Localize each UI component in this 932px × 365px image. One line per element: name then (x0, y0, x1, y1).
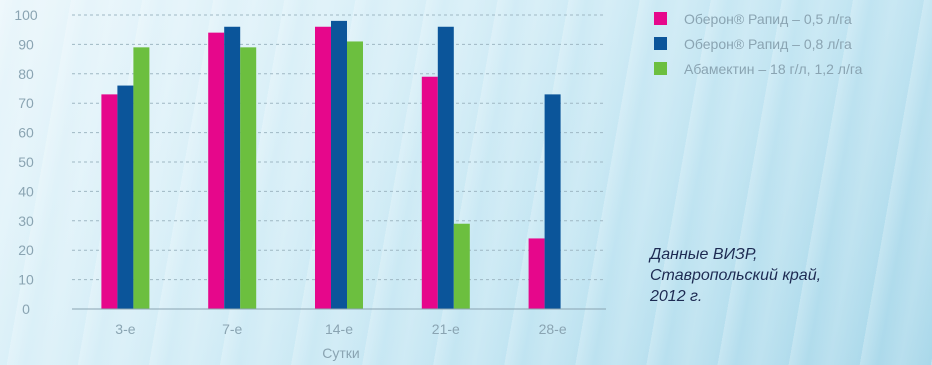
bar (421, 76, 438, 310)
y-tick-label: 50 (18, 154, 34, 170)
x-tick-label: 3-е (115, 321, 135, 337)
y-tick-label: 90 (18, 36, 34, 52)
x-tick-label: 21-е (432, 321, 460, 337)
legend-swatch (654, 37, 667, 50)
y-tick-label: 0 (22, 301, 30, 317)
bar (347, 41, 363, 310)
bar (528, 238, 545, 309)
x-axis-title: Сутки (322, 345, 359, 361)
legend: Оберон® Рапид – 0,5 л/га Оберон® Рапид –… (654, 6, 862, 81)
y-tick-label: 30 (18, 213, 34, 229)
x-axis-ticks: 3-е 7-е 14-е 21-е 28-е (115, 321, 567, 337)
bar (315, 26, 331, 309)
bar (544, 94, 561, 309)
y-axis-ticks: 0 10 20 30 40 50 60 70 80 90 100 (14, 7, 38, 317)
y-tick-label: 40 (18, 183, 34, 199)
bar (208, 32, 225, 309)
legend-item: Оберон® Рапид – 0,8 л/га (654, 31, 862, 56)
x-tick-label: 28-е (539, 321, 567, 337)
bars (101, 20, 561, 310)
bar (437, 26, 454, 309)
x-tick-label: 7-е (222, 321, 242, 337)
bar (240, 47, 257, 310)
source-note-line: 2012 г. (650, 288, 703, 305)
source-note-line: Ставропольский край, (650, 267, 822, 284)
legend-swatch (654, 12, 667, 25)
source-note-line: Данные ВИЗР, (650, 246, 758, 263)
source-note: Данные ВИЗР, Ставропольский край, 2012 г… (650, 244, 821, 307)
legend-label: Оберон® Рапид – 0,5 л/га (684, 10, 852, 27)
bar (453, 223, 470, 309)
bar (224, 26, 241, 309)
y-tick-label: 60 (18, 125, 34, 141)
bar (117, 85, 134, 309)
legend-item: Абамектин – 18 г/л, 1,2 л/га (654, 56, 862, 81)
legend-item: Оберон® Рапид – 0,5 л/га (654, 6, 862, 31)
legend-label: Абамектин – 18 г/л, 1,2 л/га (684, 60, 863, 77)
y-tick-label: 10 (18, 272, 34, 288)
legend-label: Оберон® Рапид – 0,8 л/га (684, 35, 852, 52)
y-tick-label: 20 (18, 242, 34, 258)
x-tick-label: 14-е (325, 321, 353, 337)
legend-swatch (654, 62, 667, 75)
bar (331, 20, 347, 309)
y-tick-label: 70 (18, 95, 34, 111)
bar (101, 94, 118, 309)
y-tick-label: 80 (18, 66, 34, 82)
bar (133, 47, 150, 310)
y-tick-label: 100 (14, 7, 38, 23)
